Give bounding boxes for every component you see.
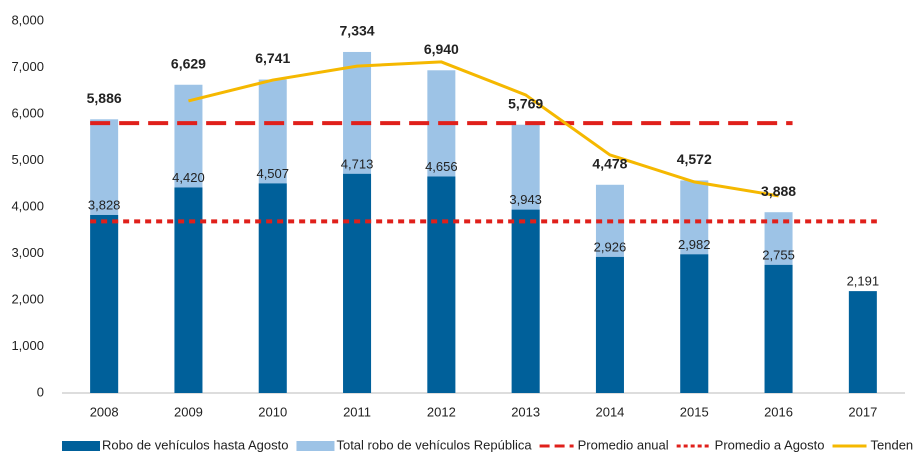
data-label: 4,420 <box>172 170 205 185</box>
data-label: 4,478 <box>592 155 627 171</box>
y-tick-label: 4,000 <box>11 198 44 213</box>
data-label: 2,926 <box>594 239 627 254</box>
data-label: 7,334 <box>340 23 375 39</box>
bar <box>764 264 793 393</box>
data-label: 4,507 <box>256 166 289 181</box>
y-tick-label: 2,000 <box>11 291 44 306</box>
y-tick-label: 3,000 <box>11 245 44 260</box>
data-label: 2,982 <box>678 237 711 252</box>
x-tick-label: 2012 <box>427 404 456 419</box>
legend-swatch <box>296 441 335 451</box>
legend-label: Promedio a Agosto <box>715 437 825 452</box>
data-label: 4,572 <box>677 151 712 167</box>
legend-label: Total robo de vehículos República <box>336 437 532 452</box>
x-tick-label: 2008 <box>90 404 119 419</box>
legend-label: Promedio anual <box>578 437 669 452</box>
x-tick-label: 2014 <box>595 404 624 419</box>
legend-label: Tendencia anual <box>871 437 913 452</box>
y-tick-label: 6,000 <box>11 105 44 120</box>
data-label: 6,741 <box>255 50 290 66</box>
data-label: 5,769 <box>508 95 543 111</box>
bar <box>343 173 372 393</box>
x-tick-label: 2009 <box>174 404 203 419</box>
data-label: 2,755 <box>762 247 795 262</box>
data-label: 3,828 <box>88 197 121 212</box>
y-tick-label: 8,000 <box>11 12 44 27</box>
x-tick-label: 2017 <box>848 404 877 419</box>
bar <box>595 256 624 393</box>
data-label: 2,191 <box>847 274 880 289</box>
bar <box>258 183 287 393</box>
bar <box>511 209 540 393</box>
x-tick-label: 2015 <box>680 404 709 419</box>
bar <box>848 291 877 393</box>
y-tick-label: 1,000 <box>11 338 44 353</box>
y-tick-label: 7,000 <box>11 59 44 74</box>
x-tick-label: 2010 <box>258 404 287 419</box>
x-tick-label: 2016 <box>764 404 793 419</box>
data-label: 3,943 <box>509 192 542 207</box>
x-tick-label: 2011 <box>343 404 371 419</box>
y-tick-label: 0 <box>37 384 44 399</box>
data-label: 4,656 <box>425 159 458 174</box>
data-label: 3,888 <box>761 183 796 199</box>
x-tick-label: 2013 <box>511 404 540 419</box>
data-label: 6,940 <box>424 41 459 57</box>
y-tick-label: 5,000 <box>11 152 44 167</box>
legend-label: Robo de vehículos hasta Agosto <box>102 437 288 452</box>
data-label: 6,629 <box>171 55 206 71</box>
data-label: 5,886 <box>87 90 122 106</box>
bar <box>427 176 456 393</box>
bar <box>680 254 709 393</box>
line-series <box>188 60 779 198</box>
bar <box>174 187 203 393</box>
legend-swatch <box>62 441 100 451</box>
bar <box>90 214 119 393</box>
data-label: 4,713 <box>341 156 374 171</box>
